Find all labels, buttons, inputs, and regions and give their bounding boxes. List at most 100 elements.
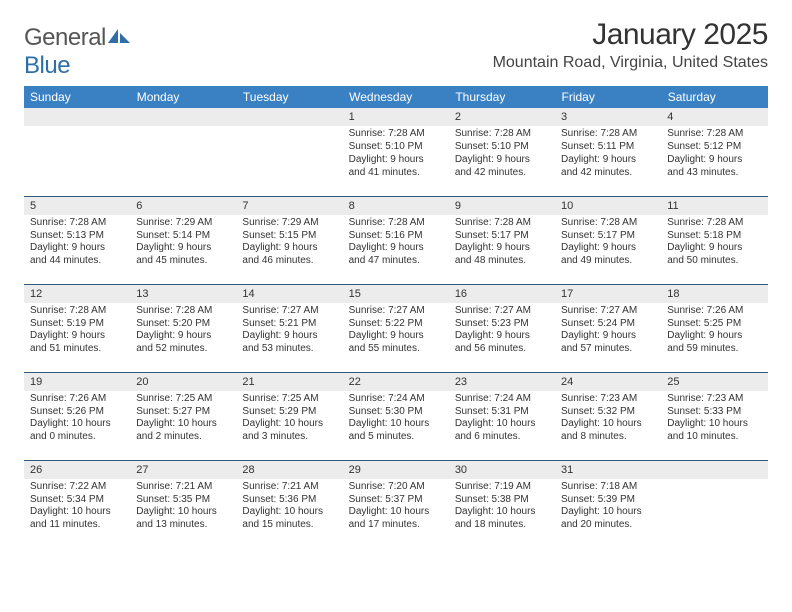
daylight-line: Daylight: 10 hours and 6 minutes. [455, 418, 549, 444]
sunset-line: Sunset: 5:32 PM [561, 406, 655, 419]
sunrise-line: Sunrise: 7:21 AM [242, 481, 336, 494]
day-info: Sunrise: 7:27 AMSunset: 5:22 PMDaylight:… [343, 303, 449, 360]
weekday-header: Sunday [24, 86, 130, 108]
daylight-line: Daylight: 9 hours and 59 minutes. [667, 330, 761, 356]
sunset-line: Sunset: 5:33 PM [667, 406, 761, 419]
day-number: 2 [449, 108, 555, 126]
calendar-day-cell: 27Sunrise: 7:21 AMSunset: 5:35 PMDayligh… [130, 460, 236, 548]
calendar-day-cell: 23Sunrise: 7:24 AMSunset: 5:31 PMDayligh… [449, 372, 555, 460]
sunset-line: Sunset: 5:36 PM [242, 494, 336, 507]
calendar-week-row: 26Sunrise: 7:22 AMSunset: 5:34 PMDayligh… [24, 460, 768, 548]
brand-word-1: General [24, 24, 106, 51]
sunset-line: Sunset: 5:22 PM [349, 318, 443, 331]
calendar-day-cell: 17Sunrise: 7:27 AMSunset: 5:24 PMDayligh… [555, 284, 661, 372]
daylight-line: Daylight: 9 hours and 49 minutes. [561, 242, 655, 268]
day-number: 17 [555, 285, 661, 303]
weekday-header: Wednesday [343, 86, 449, 108]
sunset-line: Sunset: 5:31 PM [455, 406, 549, 419]
calendar-day-cell: 7Sunrise: 7:29 AMSunset: 5:15 PMDaylight… [236, 196, 342, 284]
day-number [661, 461, 767, 479]
header: GeneralBlue January 2025 Mountain Road, … [24, 18, 768, 80]
day-number [24, 108, 130, 126]
day-number: 9 [449, 197, 555, 215]
calendar-day-cell: 30Sunrise: 7:19 AMSunset: 5:38 PMDayligh… [449, 460, 555, 548]
day-number: 16 [449, 285, 555, 303]
day-info: Sunrise: 7:20 AMSunset: 5:37 PMDaylight:… [343, 479, 449, 536]
daylight-line: Daylight: 9 hours and 51 minutes. [30, 330, 124, 356]
calendar-day-cell [661, 460, 767, 548]
day-info: Sunrise: 7:28 AMSunset: 5:17 PMDaylight:… [449, 215, 555, 272]
day-info: Sunrise: 7:27 AMSunset: 5:23 PMDaylight:… [449, 303, 555, 360]
day-info: Sunrise: 7:26 AMSunset: 5:26 PMDaylight:… [24, 391, 130, 448]
sunrise-line: Sunrise: 7:20 AM [349, 481, 443, 494]
sunset-line: Sunset: 5:20 PM [136, 318, 230, 331]
calendar-day-cell: 14Sunrise: 7:27 AMSunset: 5:21 PMDayligh… [236, 284, 342, 372]
calendar-day-cell: 20Sunrise: 7:25 AMSunset: 5:27 PMDayligh… [130, 372, 236, 460]
sunrise-line: Sunrise: 7:28 AM [561, 217, 655, 230]
day-info: Sunrise: 7:24 AMSunset: 5:31 PMDaylight:… [449, 391, 555, 448]
sunset-line: Sunset: 5:27 PM [136, 406, 230, 419]
daylight-line: Daylight: 9 hours and 57 minutes. [561, 330, 655, 356]
daylight-line: Daylight: 9 hours and 53 minutes. [242, 330, 336, 356]
calendar-day-cell: 18Sunrise: 7:26 AMSunset: 5:25 PMDayligh… [661, 284, 767, 372]
daylight-line: Daylight: 9 hours and 41 minutes. [349, 154, 443, 180]
daylight-line: Daylight: 9 hours and 44 minutes. [30, 242, 124, 268]
calendar-day-cell: 8Sunrise: 7:28 AMSunset: 5:16 PMDaylight… [343, 196, 449, 284]
day-number: 1 [343, 108, 449, 126]
sunrise-line: Sunrise: 7:25 AM [242, 393, 336, 406]
sunrise-line: Sunrise: 7:28 AM [667, 217, 761, 230]
day-info [130, 126, 236, 132]
day-number: 21 [236, 373, 342, 391]
day-number: 29 [343, 461, 449, 479]
day-number: 14 [236, 285, 342, 303]
weekday-header: Friday [555, 86, 661, 108]
weekday-header: Saturday [661, 86, 767, 108]
weekday-header: Monday [130, 86, 236, 108]
daylight-line: Daylight: 10 hours and 2 minutes. [136, 418, 230, 444]
day-number: 7 [236, 197, 342, 215]
daylight-line: Daylight: 10 hours and 18 minutes. [455, 506, 549, 532]
sunset-line: Sunset: 5:11 PM [561, 141, 655, 154]
sunrise-line: Sunrise: 7:23 AM [667, 393, 761, 406]
sunset-line: Sunset: 5:15 PM [242, 230, 336, 243]
calendar-week-row: 1Sunrise: 7:28 AMSunset: 5:10 PMDaylight… [24, 108, 768, 196]
calendar-day-cell: 21Sunrise: 7:25 AMSunset: 5:29 PMDayligh… [236, 372, 342, 460]
sunrise-line: Sunrise: 7:28 AM [349, 128, 443, 141]
day-number: 6 [130, 197, 236, 215]
daylight-line: Daylight: 10 hours and 5 minutes. [349, 418, 443, 444]
day-number: 15 [343, 285, 449, 303]
day-number: 8 [343, 197, 449, 215]
sunrise-line: Sunrise: 7:28 AM [349, 217, 443, 230]
sunset-line: Sunset: 5:39 PM [561, 494, 655, 507]
day-number: 26 [24, 461, 130, 479]
day-info [24, 126, 130, 132]
calendar-day-cell: 11Sunrise: 7:28 AMSunset: 5:18 PMDayligh… [661, 196, 767, 284]
daylight-line: Daylight: 10 hours and 15 minutes. [242, 506, 336, 532]
calendar-body: 1Sunrise: 7:28 AMSunset: 5:10 PMDaylight… [24, 108, 768, 548]
sunrise-line: Sunrise: 7:19 AM [455, 481, 549, 494]
sunset-line: Sunset: 5:24 PM [561, 318, 655, 331]
day-info: Sunrise: 7:23 AMSunset: 5:33 PMDaylight:… [661, 391, 767, 448]
month-title: January 2025 [493, 18, 768, 52]
sunrise-line: Sunrise: 7:29 AM [136, 217, 230, 230]
day-info: Sunrise: 7:19 AMSunset: 5:38 PMDaylight:… [449, 479, 555, 536]
title-block: January 2025 Mountain Road, Virginia, Un… [493, 18, 768, 72]
calendar-day-cell: 29Sunrise: 7:20 AMSunset: 5:37 PMDayligh… [343, 460, 449, 548]
sunset-line: Sunset: 5:10 PM [455, 141, 549, 154]
daylight-line: Daylight: 9 hours and 45 minutes. [136, 242, 230, 268]
day-number: 22 [343, 373, 449, 391]
day-info [661, 479, 767, 485]
calendar-day-cell: 2Sunrise: 7:28 AMSunset: 5:10 PMDaylight… [449, 108, 555, 196]
sunset-line: Sunset: 5:34 PM [30, 494, 124, 507]
day-info: Sunrise: 7:21 AMSunset: 5:35 PMDaylight:… [130, 479, 236, 536]
sunrise-line: Sunrise: 7:28 AM [455, 128, 549, 141]
day-number: 13 [130, 285, 236, 303]
day-info [236, 126, 342, 132]
sunrise-line: Sunrise: 7:27 AM [349, 305, 443, 318]
sunrise-line: Sunrise: 7:28 AM [455, 217, 549, 230]
calendar-week-row: 19Sunrise: 7:26 AMSunset: 5:26 PMDayligh… [24, 372, 768, 460]
daylight-line: Daylight: 9 hours and 56 minutes. [455, 330, 549, 356]
daylight-line: Daylight: 9 hours and 43 minutes. [667, 154, 761, 180]
day-number: 3 [555, 108, 661, 126]
day-info: Sunrise: 7:25 AMSunset: 5:27 PMDaylight:… [130, 391, 236, 448]
